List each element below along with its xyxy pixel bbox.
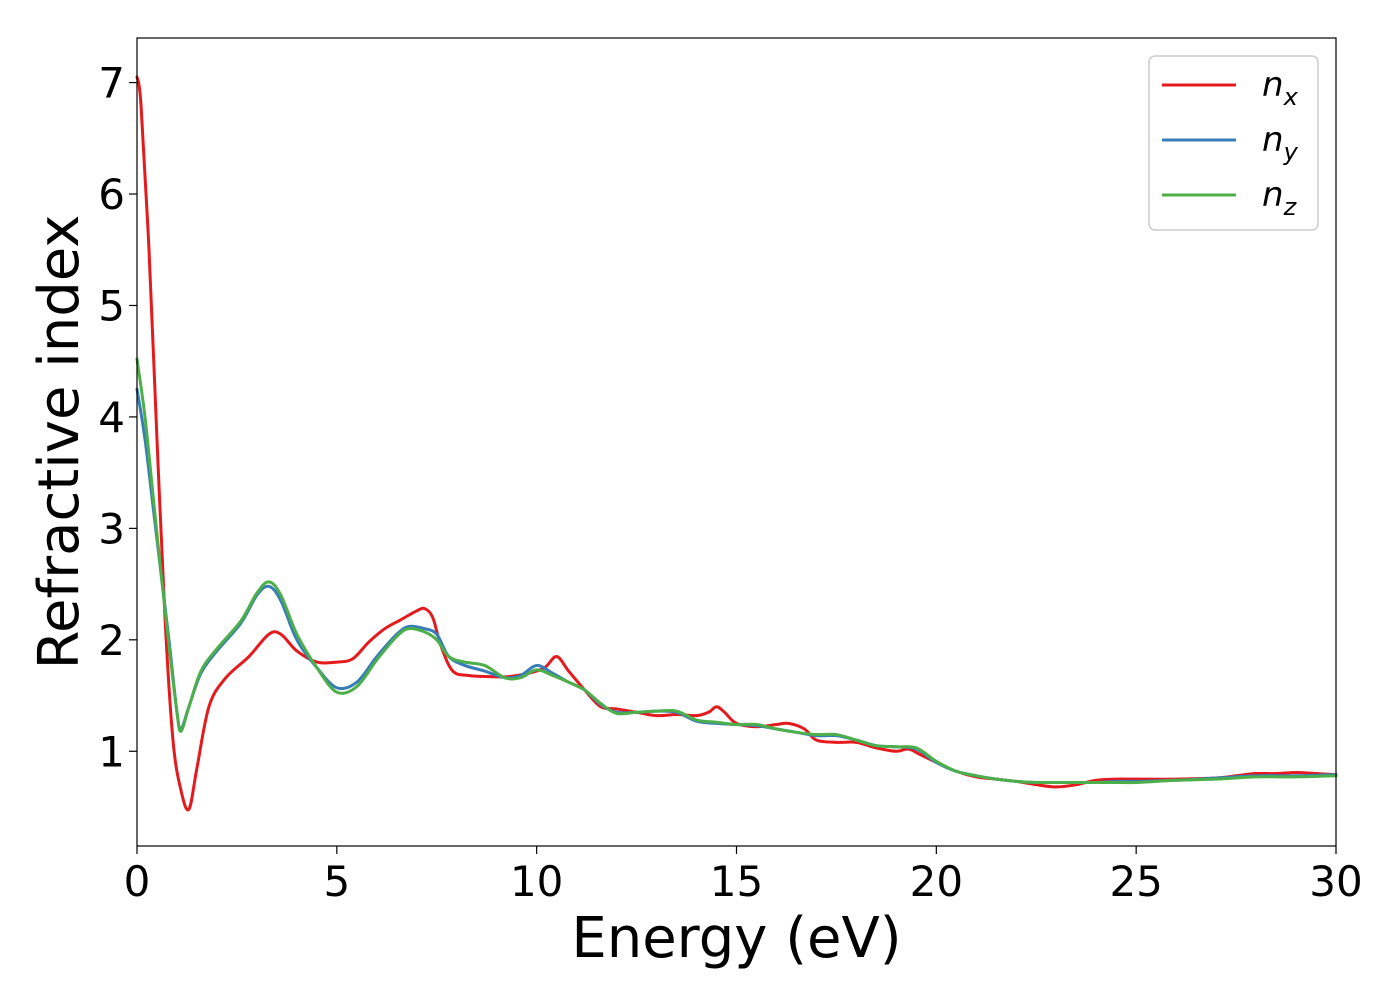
x-tick-label: 0 <box>124 857 151 906</box>
x-tick-label: 25 <box>1109 857 1162 906</box>
y-tick-label: 4 <box>98 393 125 442</box>
legend-subscript: z <box>1283 193 1298 221</box>
y-axis-ticks: 1 2 3 4 5 6 7 <box>98 59 137 776</box>
legend-box <box>1148 55 1319 231</box>
y-tick-label: 2 <box>98 616 125 665</box>
x-axis-ticks: 0 5 10 15 20 25 30 <box>124 846 1363 906</box>
legend-subscript: y <box>1283 138 1299 166</box>
x-tick-label: 20 <box>910 857 963 906</box>
legend-subscript: x <box>1283 83 1299 111</box>
y-tick-label: 6 <box>98 170 125 219</box>
y-tick-label: 5 <box>98 281 125 330</box>
x-tick-label: 10 <box>510 857 563 906</box>
x-tick-label: 15 <box>710 857 763 906</box>
x-tick-label: 5 <box>323 857 350 906</box>
y-tick-label: 1 <box>98 727 125 776</box>
plot-lines <box>135 75 1338 812</box>
x-tick-label: 30 <box>1309 857 1362 906</box>
y-tick-label: 7 <box>98 59 125 108</box>
y-axis-label: Refractive index <box>27 215 92 670</box>
y-tick-label: 3 <box>98 504 125 553</box>
series-line-nx <box>135 75 1338 812</box>
series-line-nz <box>135 357 1338 785</box>
x-axis-label: Energy (eV) <box>571 906 901 971</box>
